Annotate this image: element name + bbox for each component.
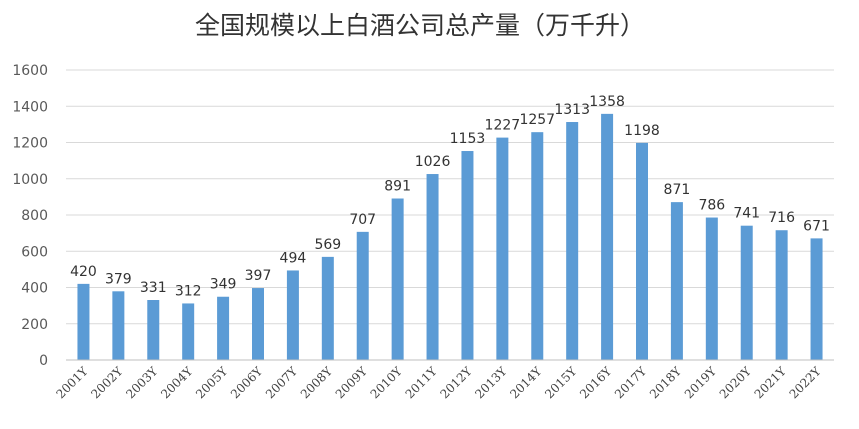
x-tick-label: 2006Y bbox=[228, 363, 266, 401]
y-tick-label: 600 bbox=[21, 244, 48, 260]
bar-2013Y bbox=[496, 137, 509, 360]
bar-2002Y bbox=[112, 291, 125, 360]
bar-2012Y bbox=[461, 151, 474, 360]
data-label: 1313 bbox=[554, 102, 590, 118]
bar-2014Y bbox=[531, 132, 544, 360]
y-tick-label: 200 bbox=[21, 317, 48, 333]
bar-2022Y bbox=[810, 238, 823, 360]
bar-2016Y bbox=[601, 113, 614, 360]
x-tick-label: 2018Y bbox=[647, 363, 685, 401]
x-tick-label: 2009Y bbox=[333, 363, 371, 401]
bars bbox=[77, 113, 823, 360]
data-label: 741 bbox=[733, 206, 760, 222]
x-tick-label: 2017Y bbox=[612, 363, 650, 401]
y-tick-label: 1600 bbox=[12, 63, 48, 79]
data-label: 397 bbox=[245, 268, 272, 284]
data-label: 420 bbox=[70, 264, 97, 280]
data-label: 1358 bbox=[589, 94, 625, 110]
bar-2009Y bbox=[356, 231, 369, 360]
data-label: 569 bbox=[314, 237, 341, 253]
y-tick-label: 0 bbox=[39, 353, 48, 369]
x-tick-label: 2008Y bbox=[298, 363, 336, 401]
bar-2019Y bbox=[705, 217, 718, 360]
bar-2004Y bbox=[182, 303, 195, 360]
data-label: 891 bbox=[384, 179, 411, 195]
bar-2003Y bbox=[147, 300, 160, 360]
data-label: 1153 bbox=[450, 131, 486, 147]
x-tick-label: 2002Y bbox=[88, 363, 126, 401]
y-tick-label: 400 bbox=[21, 281, 48, 297]
y-axis: 0 200 400 600 800 1000 1200 1400 1600 bbox=[12, 63, 48, 369]
x-tick-label: 2001Y bbox=[53, 363, 91, 401]
x-tick-label: 2020Y bbox=[717, 363, 755, 401]
data-label: 349 bbox=[210, 277, 237, 293]
data-label: 1257 bbox=[519, 112, 555, 128]
x-tick-label: 2014Y bbox=[507, 363, 545, 401]
bar-2010Y bbox=[391, 198, 404, 360]
x-tick-label: 2005Y bbox=[193, 363, 231, 401]
data-label: 494 bbox=[280, 250, 307, 266]
bar-2020Y bbox=[740, 225, 753, 360]
x-tick-label: 2004Y bbox=[158, 363, 196, 401]
x-tick-label: 2013Y bbox=[472, 363, 510, 401]
bar-2015Y bbox=[566, 122, 579, 360]
bar-2001Y bbox=[77, 283, 90, 360]
y-tick-label: 1200 bbox=[12, 136, 48, 152]
data-label: 331 bbox=[140, 280, 167, 296]
bar-2021Y bbox=[775, 230, 788, 360]
x-tick-label: 2012Y bbox=[437, 363, 475, 401]
bar-2008Y bbox=[321, 256, 334, 360]
data-label: 1198 bbox=[624, 123, 660, 139]
data-label: 871 bbox=[664, 182, 691, 198]
x-tick-label: 2019Y bbox=[682, 363, 720, 401]
data-label: 707 bbox=[349, 212, 376, 228]
x-tick-label: 2007Y bbox=[263, 363, 301, 401]
x-tick-label: 2010Y bbox=[368, 363, 406, 401]
bar-2011Y bbox=[426, 174, 439, 360]
data-label: 786 bbox=[698, 198, 725, 214]
x-tick-label: 2016Y bbox=[577, 363, 615, 401]
data-label: 716 bbox=[768, 210, 795, 226]
y-tick-label: 800 bbox=[21, 208, 48, 224]
x-tick-label: 2021Y bbox=[752, 363, 790, 401]
bar-2018Y bbox=[670, 202, 683, 360]
x-tick-label: 2011Y bbox=[403, 363, 441, 401]
x-axis: 2001Y2002Y2003Y2004Y2005Y2006Y2007Y2008Y… bbox=[53, 359, 834, 401]
data-label: 1227 bbox=[485, 118, 521, 134]
x-tick-label: 2003Y bbox=[123, 363, 161, 401]
data-label: 1026 bbox=[415, 154, 451, 170]
gridlines bbox=[66, 69, 834, 361]
data-label: 312 bbox=[175, 283, 202, 299]
x-tick-label: 2015Y bbox=[542, 363, 580, 401]
bar-2017Y bbox=[636, 142, 648, 360]
y-tick-label: 1400 bbox=[12, 99, 48, 115]
bar-2006Y bbox=[252, 288, 264, 360]
bar-2007Y bbox=[286, 270, 299, 360]
x-tick-label: 2022Y bbox=[787, 363, 825, 401]
data-label: 671 bbox=[803, 218, 830, 234]
data-label: 379 bbox=[105, 271, 132, 287]
bar-2005Y bbox=[217, 296, 230, 360]
chart-title: 全国规模以上白酒公司总产量（万千升） bbox=[195, 11, 645, 40]
y-tick-label: 1000 bbox=[12, 172, 48, 188]
